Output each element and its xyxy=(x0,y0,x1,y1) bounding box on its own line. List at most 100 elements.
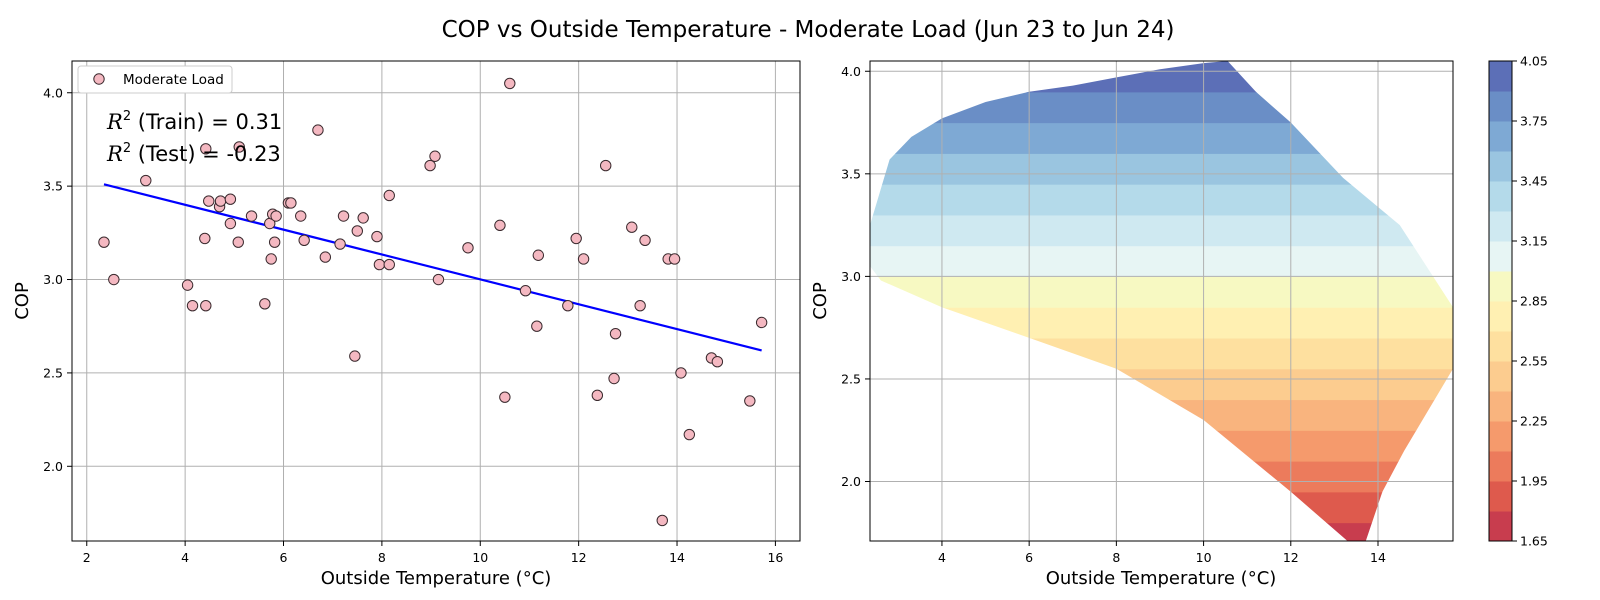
legend-label: Moderate Load xyxy=(123,72,224,88)
scatter-point xyxy=(200,299,212,312)
scatter-point xyxy=(351,225,363,237)
r2-annotations: R2 (Train) = 0.31 R2 (Test) = -0.23 xyxy=(106,109,282,166)
colorbar-band xyxy=(1489,331,1512,362)
colorbar-band xyxy=(1489,451,1512,482)
contour-band xyxy=(870,214,1453,247)
colorbar-tick-label: 4.05 xyxy=(1520,54,1548,69)
scatter-point xyxy=(199,232,211,245)
scatter-point xyxy=(570,232,582,245)
scatter-point xyxy=(600,159,612,172)
contour-x-tick-label: 6 xyxy=(1025,550,1033,565)
scatter-point xyxy=(233,141,245,153)
r2-train-value: (Train) = 0.31 xyxy=(131,110,282,134)
legend-box xyxy=(77,65,233,94)
contour-band xyxy=(870,491,1453,524)
contour-band xyxy=(870,399,1453,431)
scatter-point xyxy=(562,299,574,312)
scatter-point xyxy=(711,356,724,368)
contour-band xyxy=(870,153,1453,185)
colorbar-band xyxy=(1489,511,1512,542)
scatter-point xyxy=(499,391,511,403)
scatter-ticks: 2 4 6 8 10 12 14 16 2.0 2.5 3.0 3.5 4.0 xyxy=(43,85,783,565)
scatter-point xyxy=(224,217,237,230)
scatter-frame xyxy=(71,60,801,542)
scatter-point xyxy=(683,428,696,441)
colorbar-band xyxy=(1489,421,1512,452)
scatter-point xyxy=(371,230,383,243)
scatter-point xyxy=(532,249,545,261)
scatter-point xyxy=(232,236,244,248)
scatter-point xyxy=(675,367,687,379)
scatter-point xyxy=(591,389,604,402)
scatter-point xyxy=(214,195,227,207)
scatter-y-axis-label: COP xyxy=(12,282,33,320)
scatter-point xyxy=(744,395,756,407)
scatter-point xyxy=(531,320,543,332)
scatter-point xyxy=(424,159,436,172)
scatter-point xyxy=(349,350,361,362)
contour-band xyxy=(870,122,1453,154)
scatter-point xyxy=(295,210,307,222)
scatter-point xyxy=(634,299,646,312)
contour-y-tick-label: 4.0 xyxy=(841,64,861,79)
scatter-x-tick-label: 8 xyxy=(378,550,386,565)
scatter-points xyxy=(98,77,768,527)
scatter-point xyxy=(108,273,120,286)
scatter-point xyxy=(245,210,258,222)
colorbar-band xyxy=(1489,301,1512,332)
scatter-point xyxy=(608,372,620,385)
colorbar-tick-label: 3.15 xyxy=(1520,234,1548,249)
regression-line-group xyxy=(103,183,762,352)
scatter-point xyxy=(334,238,346,250)
contour-band xyxy=(870,61,1453,93)
r2-train-symbol: R xyxy=(106,110,123,134)
colorbar-band xyxy=(1489,481,1512,512)
colorbar-band xyxy=(1489,151,1512,182)
contour-y-axis-label: COP xyxy=(810,282,831,320)
contour-x-tick-label: 8 xyxy=(1112,550,1120,565)
scatter-y-tick-label: 2.0 xyxy=(43,459,63,474)
scatter-y-tick-label: 4.0 xyxy=(43,85,63,100)
colorbar-tick-label: 3.45 xyxy=(1520,174,1548,189)
scatter-point xyxy=(140,174,152,187)
scatter-x-tick-label: 4 xyxy=(181,550,189,565)
scatter-point xyxy=(383,258,395,271)
scatter-point xyxy=(577,253,590,265)
scatter-point xyxy=(639,234,651,246)
colorbar-band xyxy=(1489,91,1512,122)
contour-grid xyxy=(870,61,1453,541)
scatter-point xyxy=(656,514,668,527)
scatter-point xyxy=(285,197,297,209)
scatter-point xyxy=(373,258,386,271)
contour-x-tick-label: 14 xyxy=(1370,550,1386,565)
contour-panel: 4 6 8 10 12 14 2.0 2.5 3.0 3.5 4.0 Outside Tempera… xyxy=(810,60,1454,589)
colorbar-tick-label: 3.75 xyxy=(1520,114,1548,129)
figure-title: COP vs Outside Temperature - Moderate Lo… xyxy=(442,17,1175,43)
contour-x-tick-label: 4 xyxy=(938,550,946,565)
colorbar-band xyxy=(1489,211,1512,242)
colorbar-band xyxy=(1489,361,1512,392)
scatter-point xyxy=(357,212,369,224)
colorbar-band xyxy=(1489,181,1512,212)
colorbar-tick-label: 1.95 xyxy=(1520,474,1548,489)
contour-band xyxy=(870,430,1453,462)
contour-y-tick-label: 2.5 xyxy=(841,371,861,386)
contour-x-axis-label: Outside Temperature (°C) xyxy=(1046,568,1277,589)
legend-marker xyxy=(93,73,105,85)
r2-test-symbol: R xyxy=(106,142,123,166)
scatter-point xyxy=(504,77,516,90)
contour-frame xyxy=(869,60,1454,542)
scatter-x-tick-label: 14 xyxy=(669,550,685,565)
contour-x-tick-label: 10 xyxy=(1196,550,1212,565)
contour-band xyxy=(870,276,1453,308)
colorbar-tick-label: 2.55 xyxy=(1520,354,1548,369)
scatter-point xyxy=(270,210,282,222)
scatter-point xyxy=(181,279,194,291)
r2-train-exponent: 2 xyxy=(123,109,131,124)
scatter-y-tick-label: 3.5 xyxy=(43,179,63,194)
scatter-y-tick-label: 3.0 xyxy=(43,272,63,287)
scatter-point xyxy=(186,299,199,312)
scatter-point xyxy=(668,253,681,265)
scatter-x-tick-label: 12 xyxy=(571,550,587,565)
